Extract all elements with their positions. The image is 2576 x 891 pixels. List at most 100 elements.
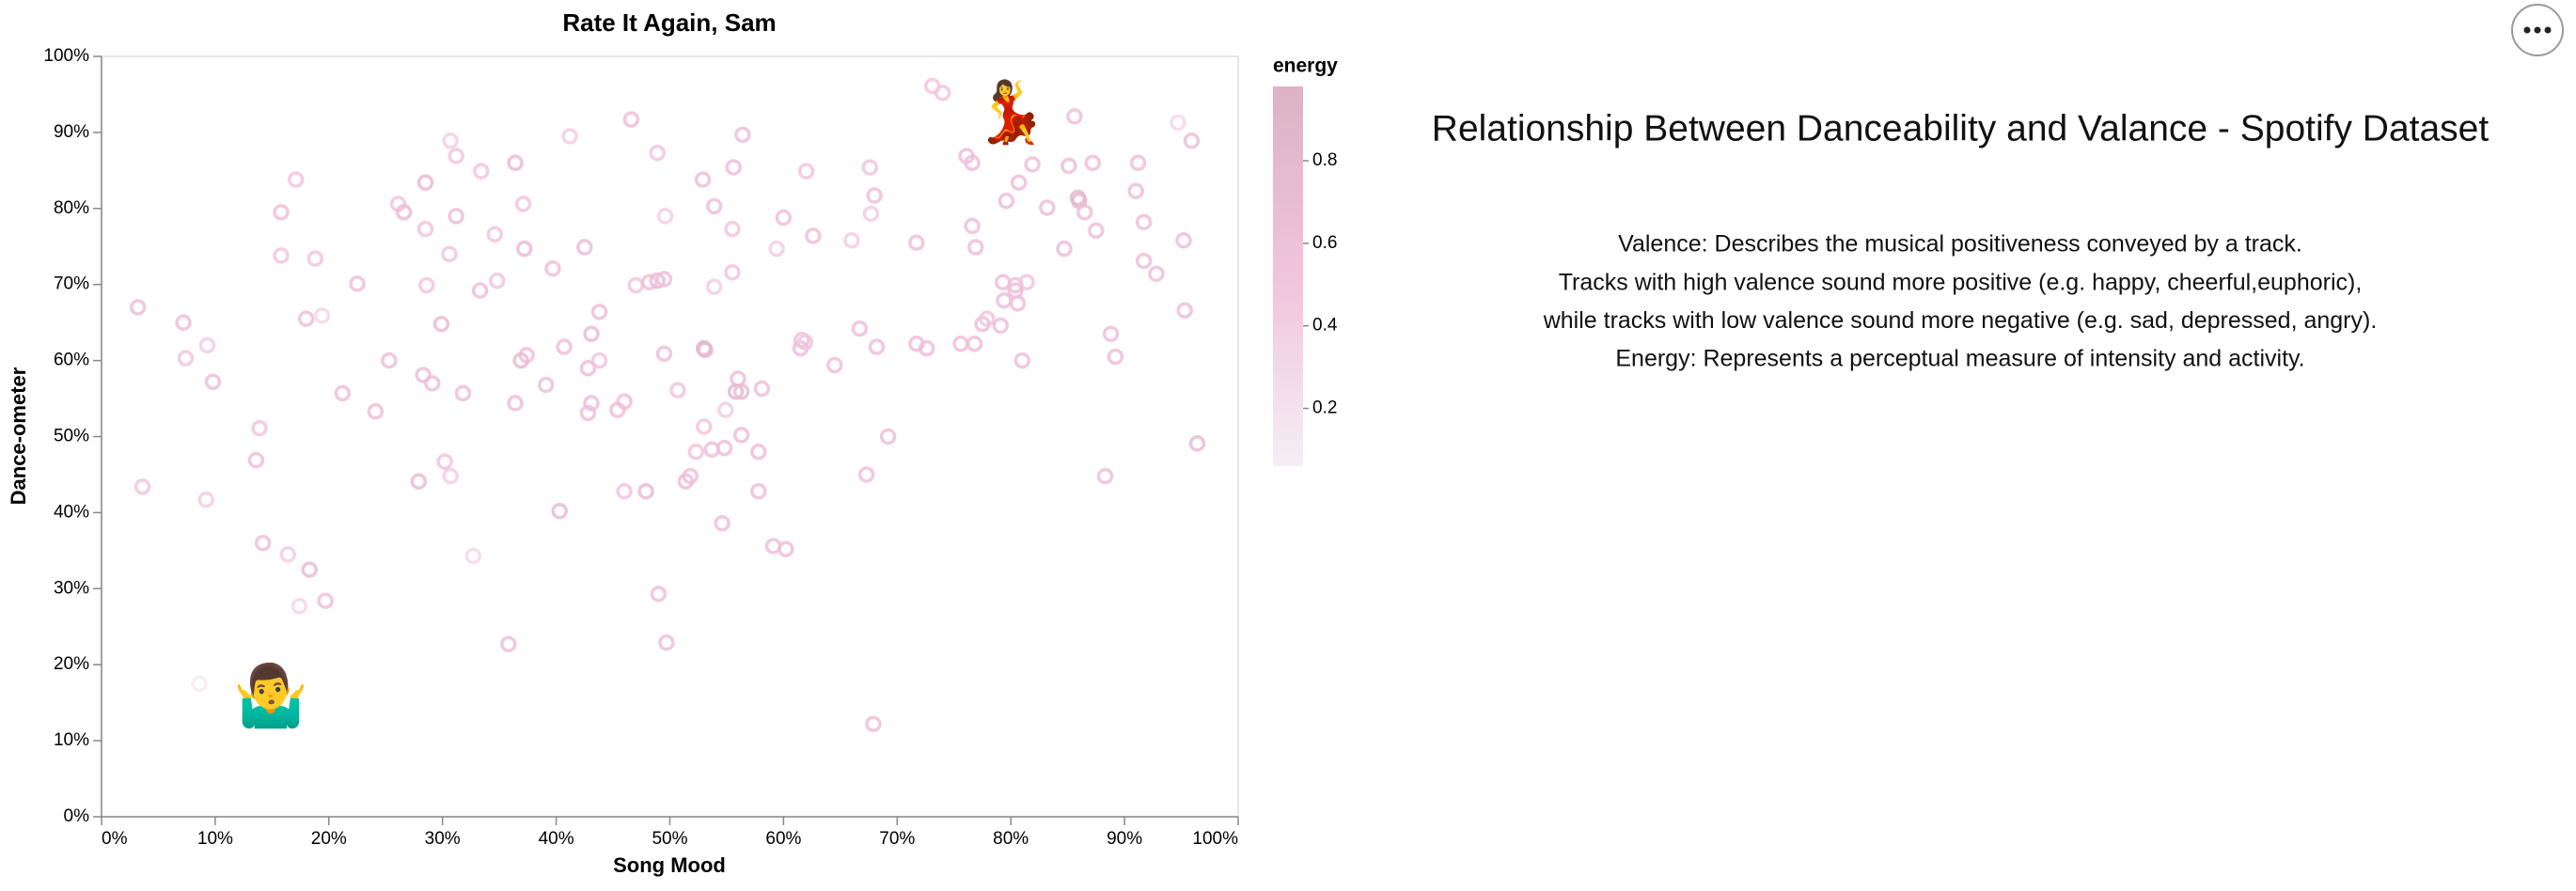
x-tick-label: 10% [197,829,233,849]
point [197,491,214,508]
point [778,540,794,557]
point [669,382,686,399]
annotation: 💃 [973,78,1048,148]
x-tick-label: 100% [1192,829,1238,849]
legend-label: 0.4 [1312,316,1338,336]
point [908,234,925,251]
x-tick-label: 40% [539,829,574,849]
point [1148,265,1165,283]
x-axis-title: Song Mood [613,853,726,877]
point [627,276,644,294]
x-tick-label: 60% [765,829,801,849]
point [583,395,600,412]
point [579,404,597,422]
point [551,503,568,520]
point [640,274,658,291]
chart-title: Rate It Again, Sam [562,8,776,37]
point [1102,325,1120,343]
y-tick-label: 10% [54,730,89,750]
point [416,220,434,238]
point [436,453,453,470]
point [1088,222,1105,240]
point [590,304,608,320]
point [1096,467,1114,485]
panel-heading: Relationship Between Danceability and Va… [1432,108,2490,148]
point [862,205,880,223]
menu-button[interactable] [2511,4,2564,56]
point [297,310,315,327]
point [1066,108,1083,125]
point [1188,435,1206,452]
point [1107,348,1124,366]
menu-dot [2544,26,2552,34]
point [204,373,222,391]
point [500,635,517,653]
point [424,375,441,392]
point [507,154,524,172]
point [395,204,413,221]
y-tick-label: 50% [54,427,89,446]
y-tick-label: 0% [64,806,90,826]
point [432,316,450,333]
point [805,227,822,244]
point [879,428,897,446]
point [313,307,331,324]
point [514,195,532,212]
point [418,276,435,294]
legend-label: 0.8 [1312,150,1337,170]
point [966,336,983,352]
panel-line: Energy: Represents a perceptual measure … [1615,346,2304,372]
point [1013,352,1031,369]
point [537,376,555,394]
point [287,171,305,188]
point [301,561,318,578]
point [273,204,290,221]
point [649,272,666,289]
legend-label: 0.6 [1312,233,1337,253]
point [732,427,750,444]
point [544,259,561,277]
point [367,403,385,420]
point [415,367,432,383]
point [454,384,472,402]
point [279,546,297,563]
point [334,384,352,402]
point [979,310,996,327]
point [1060,157,1077,175]
legend-title: energy [1273,55,1338,77]
point [448,148,464,164]
point [416,174,434,192]
point [750,443,767,461]
point [966,239,984,256]
point [996,291,1013,309]
point [556,338,573,355]
annotation: 🤷‍♂️ [233,660,308,729]
point [768,240,785,258]
point [656,208,674,225]
menu-dot [2534,26,2541,34]
point [576,239,593,256]
y-tick-label: 40% [54,502,89,522]
point [515,240,533,258]
point [724,220,741,238]
point [254,535,272,552]
point [694,171,712,188]
point [464,547,482,565]
point [442,467,459,485]
legend-label: 0.2 [1312,399,1337,418]
point [655,345,673,363]
y-tick-label: 90% [54,122,89,142]
y-axis-title: Dance-ometer [7,367,30,505]
point [725,159,742,176]
point [775,209,793,227]
y-tick-label: 80% [54,198,89,218]
point [1175,232,1192,249]
point [918,339,935,357]
point [198,336,216,354]
point [1135,252,1153,270]
menu-dot [2523,26,2531,34]
point [992,317,1010,335]
point [997,192,1015,210]
point [964,217,981,235]
